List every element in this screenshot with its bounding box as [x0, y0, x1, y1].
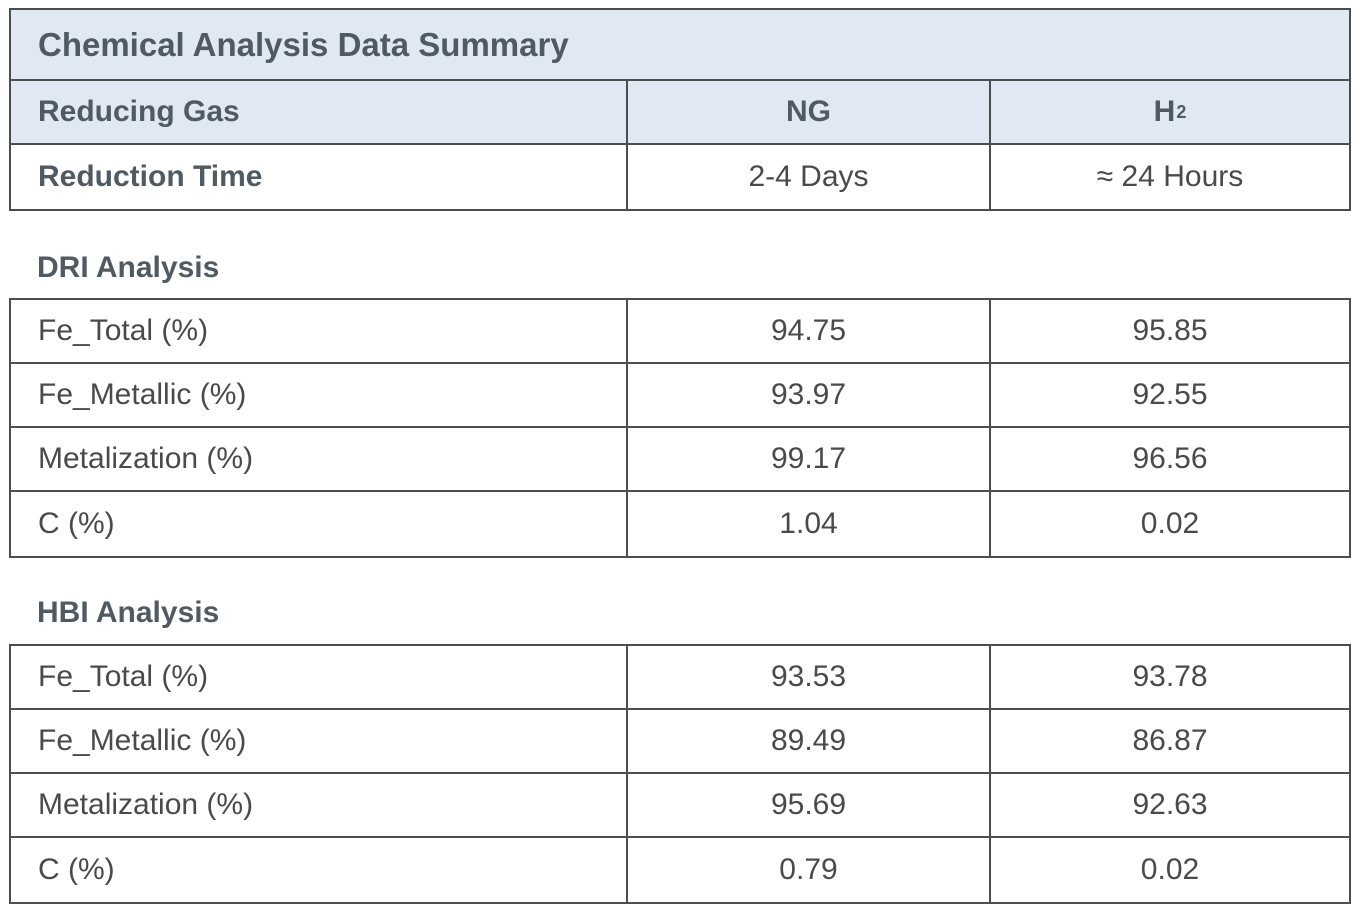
reduction-time-label: Reduction Time — [11, 145, 628, 209]
h2-value: 86.87 — [1132, 724, 1208, 757]
table-row: Fe_Metallic (%) 89.49 86.87 — [11, 710, 1349, 774]
reduction-time-row: Reduction Time 2-4 Days ≈ 24 Hours — [11, 145, 1349, 209]
row-label: Fe_Total (%) — [11, 646, 628, 708]
table-row: Fe_Total (%) 93.53 93.78 — [11, 646, 1349, 710]
ng-reduction-time: 2-4 Days — [628, 145, 991, 209]
ng-value: 0.79 — [628, 838, 991, 902]
ng-value: 93.53 — [628, 646, 991, 708]
table-row: Fe_Metallic (%) 93.97 92.55 — [11, 364, 1349, 428]
h2-value: 0.02 — [1140, 507, 1200, 540]
h2-value: 93.78 — [1132, 660, 1208, 693]
row-label: Fe_Total (%) — [11, 300, 628, 362]
table-row: Fe_Total (%) 94.75 95.85 — [11, 300, 1349, 364]
table-row: C (%) 0.79 0.02 — [11, 838, 1349, 902]
ng-value: 95.69 — [628, 774, 991, 836]
hbi-section-title: HBI Analysis — [37, 596, 220, 629]
ng-value: 1.04 — [628, 492, 991, 556]
ng-value: 93.97 — [628, 364, 991, 426]
reducing-gas-label: Reducing Gas — [11, 81, 628, 143]
row-label: Metalization (%) — [11, 774, 628, 836]
table-title-row: Chemical Analysis Data Summary — [11, 10, 1349, 81]
row-label: Fe_Metallic (%) — [11, 710, 628, 772]
ng-column-header: NG — [628, 81, 991, 143]
table-title: Chemical Analysis Data Summary — [38, 25, 569, 63]
row-label: C (%) — [11, 492, 628, 556]
row-label: C (%) — [11, 838, 628, 902]
table-row: C (%) 1.04 0.02 — [11, 492, 1349, 556]
h2-reduction-time: ≈ 24 Hours — [1096, 160, 1244, 193]
h2-value: 0.02 — [1140, 853, 1200, 886]
dri-table: Fe_Total (%) 94.75 95.85 Fe_Metallic (%)… — [9, 298, 1351, 558]
ng-value: 99.17 — [628, 428, 991, 490]
summary-header-table: Chemical Analysis Data Summary Reducing … — [9, 8, 1351, 211]
table-row: Metalization (%) 95.69 92.63 — [11, 774, 1349, 838]
h2-value: 92.63 — [1132, 788, 1208, 821]
row-label: Fe_Metallic (%) — [11, 364, 628, 426]
row-label: Metalization (%) — [11, 428, 628, 490]
hbi-table: Fe_Total (%) 93.53 93.78 Fe_Metallic (%)… — [9, 644, 1351, 904]
ng-value: 89.49 — [628, 710, 991, 772]
ng-value: 94.75 — [628, 300, 991, 362]
table-row: Metalization (%) 99.17 96.56 — [11, 428, 1349, 492]
h2-value: 96.56 — [1132, 442, 1208, 475]
dri-section-title: DRI Analysis — [37, 251, 220, 284]
h2-value: 92.55 — [1132, 378, 1208, 411]
h2-value: 95.85 — [1132, 314, 1208, 347]
